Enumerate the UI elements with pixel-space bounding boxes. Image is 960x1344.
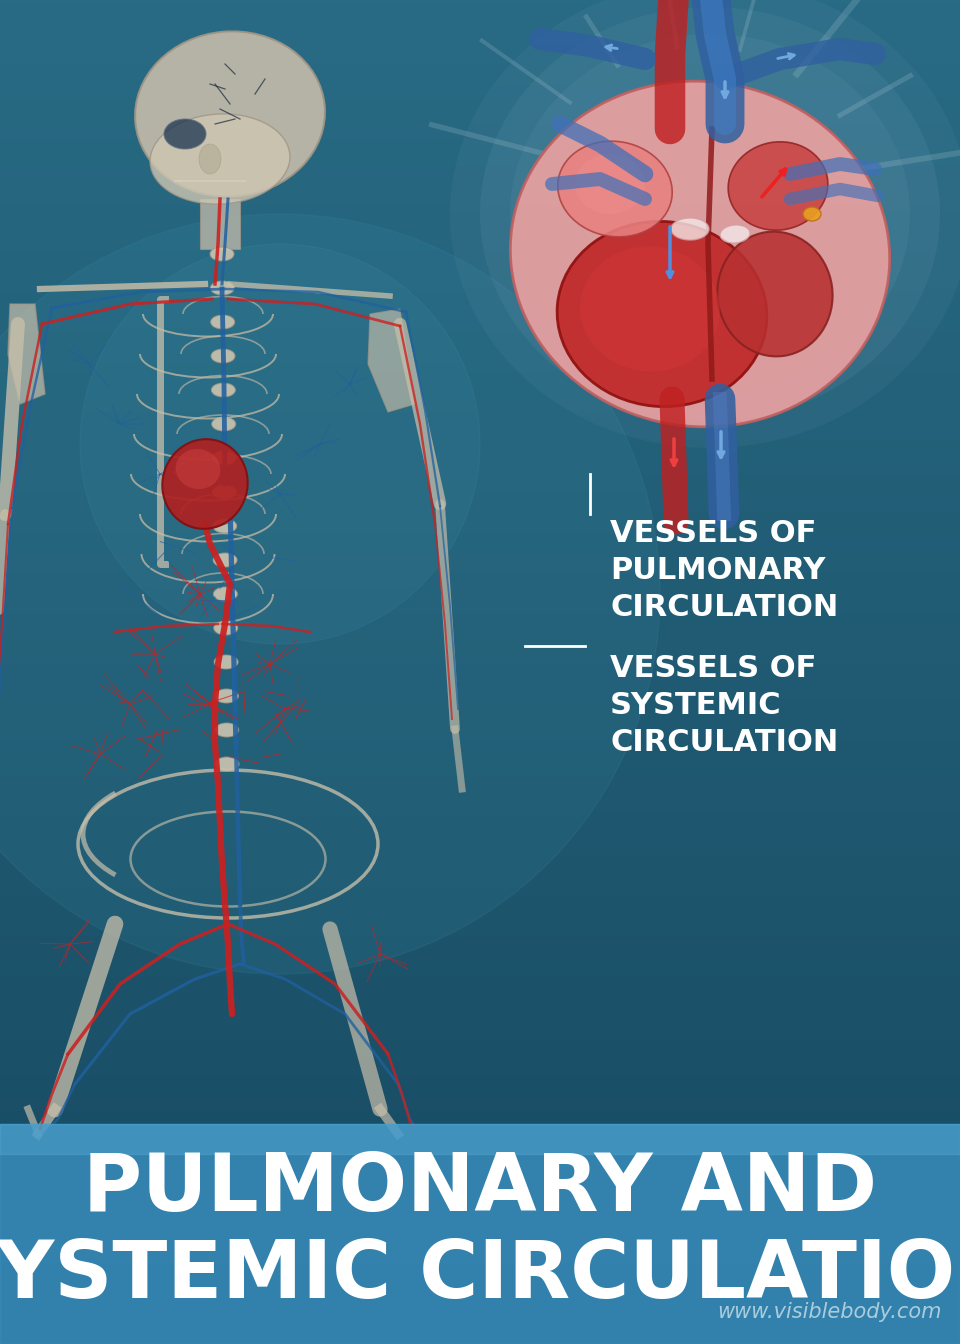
Ellipse shape (557, 222, 767, 407)
Ellipse shape (212, 485, 236, 499)
Ellipse shape (150, 114, 290, 204)
Ellipse shape (671, 218, 709, 241)
Circle shape (80, 245, 480, 644)
Ellipse shape (211, 349, 235, 363)
Text: VESSELS OF
SYSTEMIC
CIRCULATION: VESSELS OF SYSTEMIC CIRCULATION (610, 655, 838, 757)
Ellipse shape (729, 142, 828, 230)
Ellipse shape (511, 81, 890, 427)
Ellipse shape (212, 417, 236, 431)
Polygon shape (368, 309, 415, 413)
Ellipse shape (803, 207, 821, 220)
Ellipse shape (575, 155, 645, 214)
Ellipse shape (480, 7, 940, 421)
Ellipse shape (135, 31, 324, 196)
Polygon shape (200, 199, 240, 249)
Ellipse shape (214, 655, 238, 669)
Ellipse shape (212, 452, 236, 465)
Ellipse shape (558, 141, 672, 237)
Bar (0, 1124, 960, 1154)
Ellipse shape (215, 723, 239, 737)
Text: PULMONARY AND: PULMONARY AND (83, 1150, 877, 1228)
Ellipse shape (213, 519, 237, 534)
Ellipse shape (214, 689, 238, 703)
Bar (0, 1124, 960, 1344)
Polygon shape (8, 304, 45, 405)
Ellipse shape (214, 621, 238, 634)
Ellipse shape (510, 34, 910, 394)
Ellipse shape (580, 246, 720, 371)
Ellipse shape (164, 120, 206, 149)
Ellipse shape (717, 231, 832, 356)
Text: www.visiblebody.com: www.visiblebody.com (717, 1302, 942, 1322)
Ellipse shape (213, 552, 237, 567)
Ellipse shape (213, 587, 237, 601)
Ellipse shape (210, 247, 234, 261)
Ellipse shape (176, 449, 221, 489)
Ellipse shape (211, 383, 235, 396)
Text: VESSELS OF
PULMONARY
CIRCULATION: VESSELS OF PULMONARY CIRCULATION (610, 519, 838, 622)
Ellipse shape (210, 314, 234, 329)
Ellipse shape (199, 144, 221, 173)
Circle shape (0, 214, 660, 974)
Ellipse shape (210, 281, 234, 294)
Text: SYSTEMIC CIRCULATION: SYSTEMIC CIRCULATION (0, 1236, 960, 1314)
Ellipse shape (720, 224, 750, 243)
Ellipse shape (215, 757, 239, 771)
Ellipse shape (450, 0, 960, 448)
Ellipse shape (162, 439, 248, 528)
